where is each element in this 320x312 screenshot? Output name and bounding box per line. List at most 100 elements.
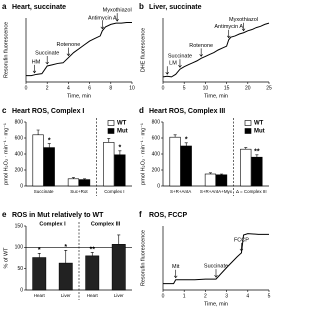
error-bar — [244, 147, 248, 150]
y-tick-label: 600 — [152, 135, 161, 141]
bar — [240, 148, 252, 187]
y-tick-label: 150 — [15, 223, 24, 229]
bar — [58, 262, 73, 291]
significance: * — [38, 247, 41, 254]
chart-title: ROS in Mut relatively to WT — [12, 212, 104, 219]
bar — [180, 145, 192, 187]
error-bar — [107, 138, 111, 143]
error-bar — [220, 173, 224, 175]
significance: * — [119, 145, 122, 152]
arrow-head — [115, 18, 119, 22]
y-axis-label: % of WT — [3, 247, 9, 269]
x-tick-label: 25 — [266, 85, 272, 91]
bar — [103, 142, 115, 187]
annotation: Myxothiazol — [103, 8, 132, 14]
annotation: Succinate — [168, 54, 192, 60]
annotation: HM — [32, 59, 41, 65]
x-tick-label: 5 — [183, 85, 186, 91]
error-bar — [47, 143, 51, 148]
trace — [163, 233, 269, 285]
x-tick-label: Heart — [34, 293, 46, 298]
annotation: FCCP — [234, 237, 249, 243]
chart-title: Heart ROS, Complex I — [12, 108, 84, 115]
significance: * — [64, 244, 67, 251]
x-axis-label: Time, min — [204, 93, 228, 99]
significance: * — [48, 137, 51, 144]
x-tick-label: Liver — [61, 293, 71, 298]
chart-title: Heart, succinate — [12, 4, 66, 11]
x-tick-label: S+R+AntA+Myx — [200, 189, 233, 194]
bar — [67, 178, 80, 187]
x-tick-label: 5 — [268, 293, 271, 299]
bar — [169, 136, 181, 187]
panel-label: c — [2, 106, 7, 115]
y-tick-label: 0 — [20, 183, 23, 189]
error-bar — [64, 250, 68, 264]
y-axis-label: pmol H₂O₂ · min⁻¹ · mg⁻¹ — [140, 123, 146, 185]
annotation: Succinate — [35, 50, 59, 56]
x-tick-label: 2 — [204, 293, 207, 299]
x-axis-label: Time, min — [204, 301, 228, 307]
x-tick-label: 2 — [46, 85, 49, 91]
x-tick-label: 20 — [245, 85, 251, 91]
y-tick-label: 800 — [15, 119, 24, 125]
y-tick-label: 600 — [15, 135, 24, 141]
error-bar — [83, 178, 87, 180]
arrow-head — [239, 248, 244, 252]
arrow-head — [178, 65, 182, 68]
x-tick-label: 8 — [109, 85, 112, 91]
bar — [32, 257, 47, 291]
error-bar — [184, 142, 188, 146]
chart-title: Liver, succinate — [149, 4, 202, 11]
y-tick-label: 200 — [152, 167, 161, 173]
y-tick-label: 100 — [15, 245, 24, 251]
significance: ** — [90, 246, 96, 253]
x-tick-label: Succinate — [34, 189, 54, 194]
group-label: Complex III — [91, 221, 121, 227]
x-tick-label: 4 — [67, 85, 70, 91]
arrow-head — [45, 61, 49, 65]
x-tick-label: 0 — [162, 293, 165, 299]
error-bar — [208, 172, 212, 174]
x-tick-label: Complex I — [104, 189, 124, 194]
x-tick-label: 10 — [129, 85, 135, 91]
chart-title: Heart ROS, Complex III — [149, 108, 225, 115]
y-tick-label: 0 — [157, 183, 160, 189]
trace — [26, 21, 132, 77]
arrow-head — [32, 70, 37, 74]
annotation: Mit — [172, 264, 180, 270]
bar — [85, 255, 100, 291]
x-tick-label: 10 — [203, 85, 209, 91]
arrow-head — [241, 28, 246, 32]
bar — [32, 134, 44, 187]
x-tick-label: Δ = Complex III — [236, 189, 267, 194]
annotation: Myxothiazol — [229, 17, 258, 23]
x-tick-label: 15 — [224, 85, 230, 91]
annotation: Antimycin A — [88, 15, 117, 21]
legend-swatch — [244, 128, 252, 134]
error-bar — [36, 129, 40, 135]
x-tick-label: Suc+Rot — [70, 189, 88, 194]
error-bar — [117, 234, 121, 245]
significance: * — [185, 137, 188, 144]
panel-label: e — [2, 210, 7, 219]
y-tick-label: 400 — [15, 151, 24, 157]
arrow-head — [66, 53, 71, 57]
panel-label: f — [139, 210, 142, 219]
bar — [43, 147, 55, 187]
figure: a Heart, succinate Resorufin fluorescence 0… — [2, 2, 272, 307]
error-bar — [37, 253, 41, 258]
x-tick-label: Heart — [87, 293, 99, 298]
bar — [251, 156, 263, 187]
arrow-head — [226, 35, 231, 39]
x-tick-label: 1 — [183, 293, 186, 299]
arrow-head — [100, 26, 105, 30]
y-tick-label: 400 — [152, 151, 161, 157]
x-tick-label: 0 — [25, 85, 28, 91]
y-axis-label: pmol H₂O₂ · min⁻¹ · mg⁻¹ — [3, 123, 9, 185]
x-tick-label: 6 — [88, 85, 91, 91]
legend-swatch — [107, 120, 115, 126]
arrow-head — [214, 274, 218, 278]
y-axis-label: DHE fluorescence — [140, 28, 146, 72]
x-tick-label: 4 — [246, 293, 249, 299]
